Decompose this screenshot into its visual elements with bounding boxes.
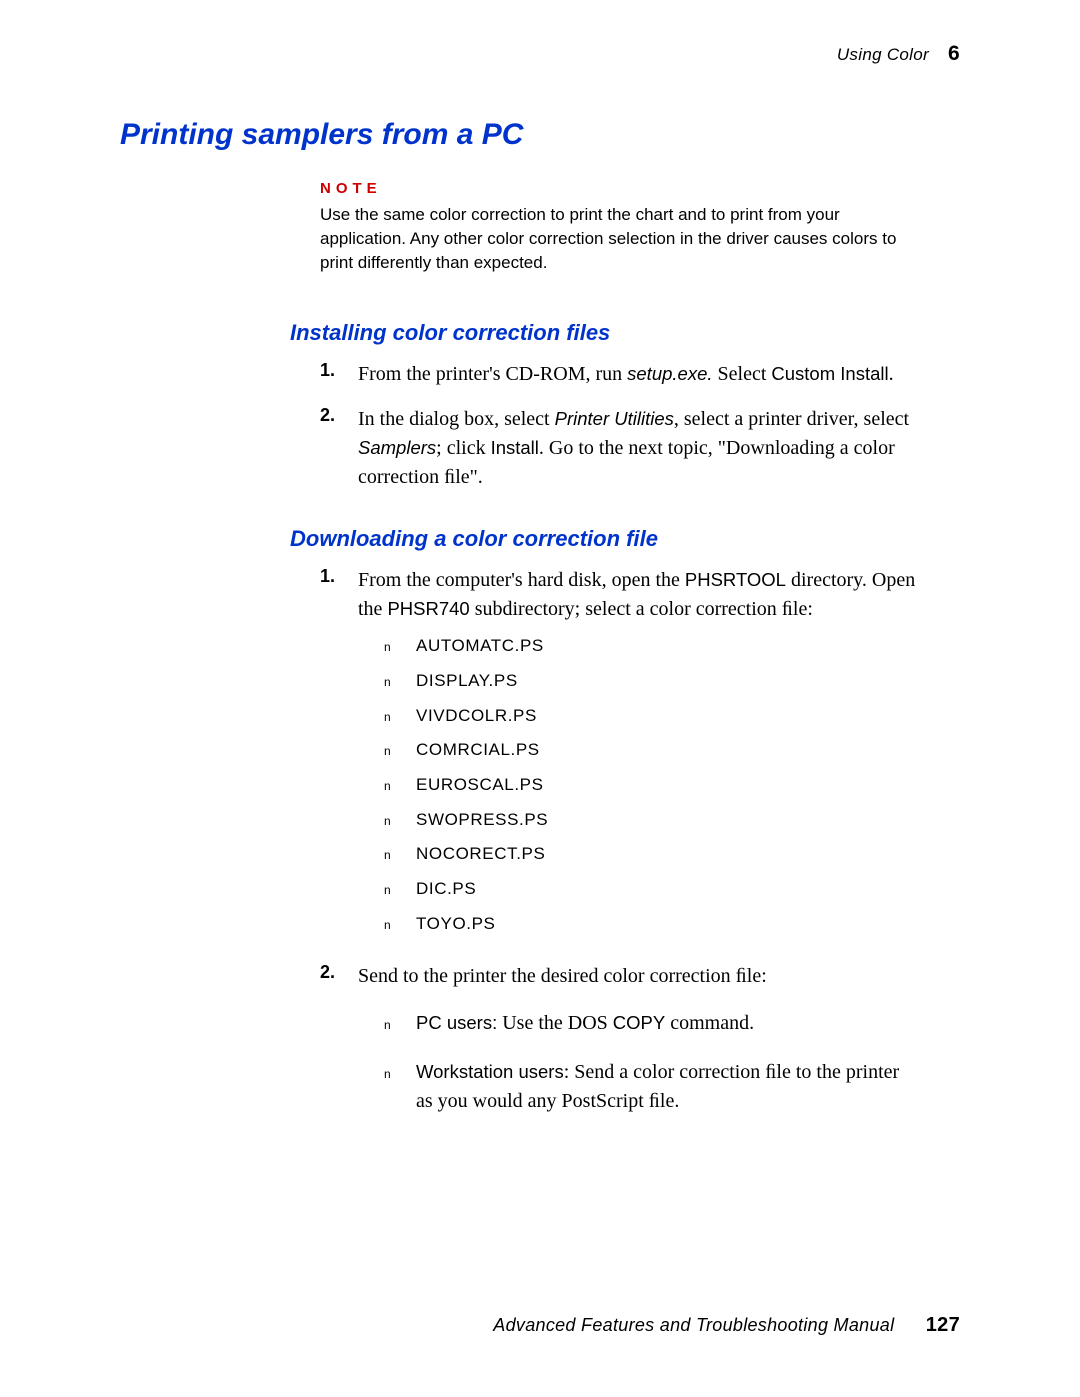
item-body: From the printer's CD-ROM, run setup.exe… bbox=[358, 360, 894, 389]
bullet-icon: n bbox=[384, 743, 394, 760]
filename: VIVDCOLR.PS bbox=[416, 704, 537, 729]
bullet-icon: n bbox=[384, 813, 394, 830]
command-name: COPY bbox=[613, 1012, 665, 1033]
filename: COMRCIAL.PS bbox=[416, 738, 540, 763]
bullet-icon: n bbox=[384, 674, 394, 691]
page-number: 127 bbox=[926, 1314, 960, 1336]
text: From the computer's hard disk, open the bbox=[358, 569, 685, 591]
list-item: n AUTOMATC.PS bbox=[384, 634, 918, 659]
list-item: 1. From the printer's CD-ROM, run setup.… bbox=[320, 360, 960, 389]
text: command. bbox=[665, 1012, 754, 1034]
section-heading-downloading: Downloading a color correction ﬁle bbox=[290, 526, 960, 552]
file-list: n AUTOMATC.PS n DISPLAY.PS n VIVDCOLR.PS n C… bbox=[384, 634, 918, 936]
bullet-icon: n bbox=[384, 709, 394, 726]
bullet-icon: n bbox=[384, 639, 394, 656]
item-body: In the dialog box, select Printer Utilit… bbox=[358, 405, 918, 492]
note-text: Use the same color correction to print t… bbox=[320, 203, 900, 274]
section-heading-installing: Installing color correction ﬁles bbox=[290, 320, 960, 346]
text: From the printer's CD-ROM, run bbox=[358, 363, 627, 385]
item-number: 1. bbox=[320, 360, 340, 389]
text: Select bbox=[713, 363, 772, 385]
ui-command: Custom Install bbox=[771, 363, 888, 384]
page-title: Printing samplers from a PC bbox=[120, 118, 960, 152]
text: Workstation users: Send a color correcti… bbox=[416, 1058, 918, 1116]
note-label: NOTE bbox=[320, 180, 960, 197]
bullet-icon: n bbox=[384, 847, 394, 864]
note-block: NOTE Use the same color correction to pr… bbox=[320, 180, 960, 274]
text: ; click bbox=[436, 437, 490, 459]
filename: SWOPRESS.PS bbox=[416, 808, 548, 833]
list-item: 1. From the computer's hard disk, open t… bbox=[320, 566, 960, 946]
text: . bbox=[889, 363, 894, 385]
list-item: n DIC.PS bbox=[384, 877, 918, 902]
filename: EUROSCAL.PS bbox=[416, 773, 544, 798]
text: PC users: Use the DOS COPY command. bbox=[416, 1009, 754, 1038]
running-head: Using Color 6 bbox=[120, 42, 960, 66]
text: In the dialog box, select bbox=[358, 408, 555, 430]
list-item: n COMRCIAL.PS bbox=[384, 738, 918, 763]
item-body: Send to the printer the desired color co… bbox=[358, 962, 918, 1126]
item-number: 2. bbox=[320, 962, 340, 1126]
user-type-label: Workstation users bbox=[416, 1061, 564, 1082]
bullet-icon: n bbox=[384, 1017, 394, 1034]
list-item: n SWOPRESS.PS bbox=[384, 808, 918, 833]
bullet-icon: n bbox=[384, 778, 394, 795]
ordered-list-installing: 1. From the printer's CD-ROM, run setup.… bbox=[320, 360, 960, 492]
directory-name: PHSR740 bbox=[387, 598, 469, 619]
page-footer: Advanced Features and Troubleshooting Ma… bbox=[493, 1314, 960, 1337]
list-item: n DISPLAY.PS bbox=[384, 669, 918, 694]
ordered-list-downloading: 1. From the computer's hard disk, open t… bbox=[320, 566, 960, 1126]
chapter-number: 6 bbox=[948, 42, 960, 65]
list-item: n EUROSCAL.PS bbox=[384, 773, 918, 798]
text: Send to the printer the desired color co… bbox=[358, 965, 767, 987]
bullet-icon: n bbox=[384, 917, 394, 934]
item-number: 1. bbox=[320, 566, 340, 946]
filename: DISPLAY.PS bbox=[416, 669, 518, 694]
ui-option: Samplers bbox=[358, 437, 436, 458]
text: Use the DOS bbox=[497, 1012, 613, 1034]
filename: DIC.PS bbox=[416, 877, 476, 902]
directory-name: PHSRTOOL bbox=[685, 569, 786, 590]
list-item: n Workstation users: Send a color correc… bbox=[384, 1058, 918, 1116]
text: , select a printer driver, select bbox=[674, 408, 909, 430]
ui-option: Printer Utilities bbox=[555, 408, 674, 429]
filename: AUTOMATC.PS bbox=[416, 634, 544, 659]
ui-command: Install bbox=[491, 437, 539, 458]
list-item: n NOCORECT.PS bbox=[384, 842, 918, 867]
list-item: 2. Send to the printer the desired color… bbox=[320, 962, 960, 1126]
filename: TOYO.PS bbox=[416, 912, 495, 937]
list-item: n TOYO.PS bbox=[384, 912, 918, 937]
user-type-list: n PC users: Use the DOS COPY command. n … bbox=[384, 1009, 918, 1116]
item-number: 2. bbox=[320, 405, 340, 492]
text: subdirectory; select a color correction … bbox=[470, 598, 813, 620]
bullet-icon: n bbox=[384, 882, 394, 899]
footer-title: Advanced Features and Troubleshooting Ma… bbox=[493, 1315, 894, 1335]
item-body: From the computer's hard disk, open the … bbox=[358, 566, 918, 946]
filename: NOCORECT.PS bbox=[416, 842, 545, 867]
running-head-label: Using Color bbox=[837, 45, 929, 64]
list-item: n VIVDCOLR.PS bbox=[384, 704, 918, 729]
filename: setup.exe. bbox=[627, 363, 712, 384]
list-item: 2. In the dialog box, select Printer Uti… bbox=[320, 405, 960, 492]
bullet-icon: n bbox=[384, 1066, 394, 1083]
user-type-label: PC users: bbox=[416, 1012, 497, 1033]
list-item: n PC users: Use the DOS COPY command. bbox=[384, 1009, 918, 1038]
page: Using Color 6 Printing samplers from a P… bbox=[0, 0, 1080, 1397]
